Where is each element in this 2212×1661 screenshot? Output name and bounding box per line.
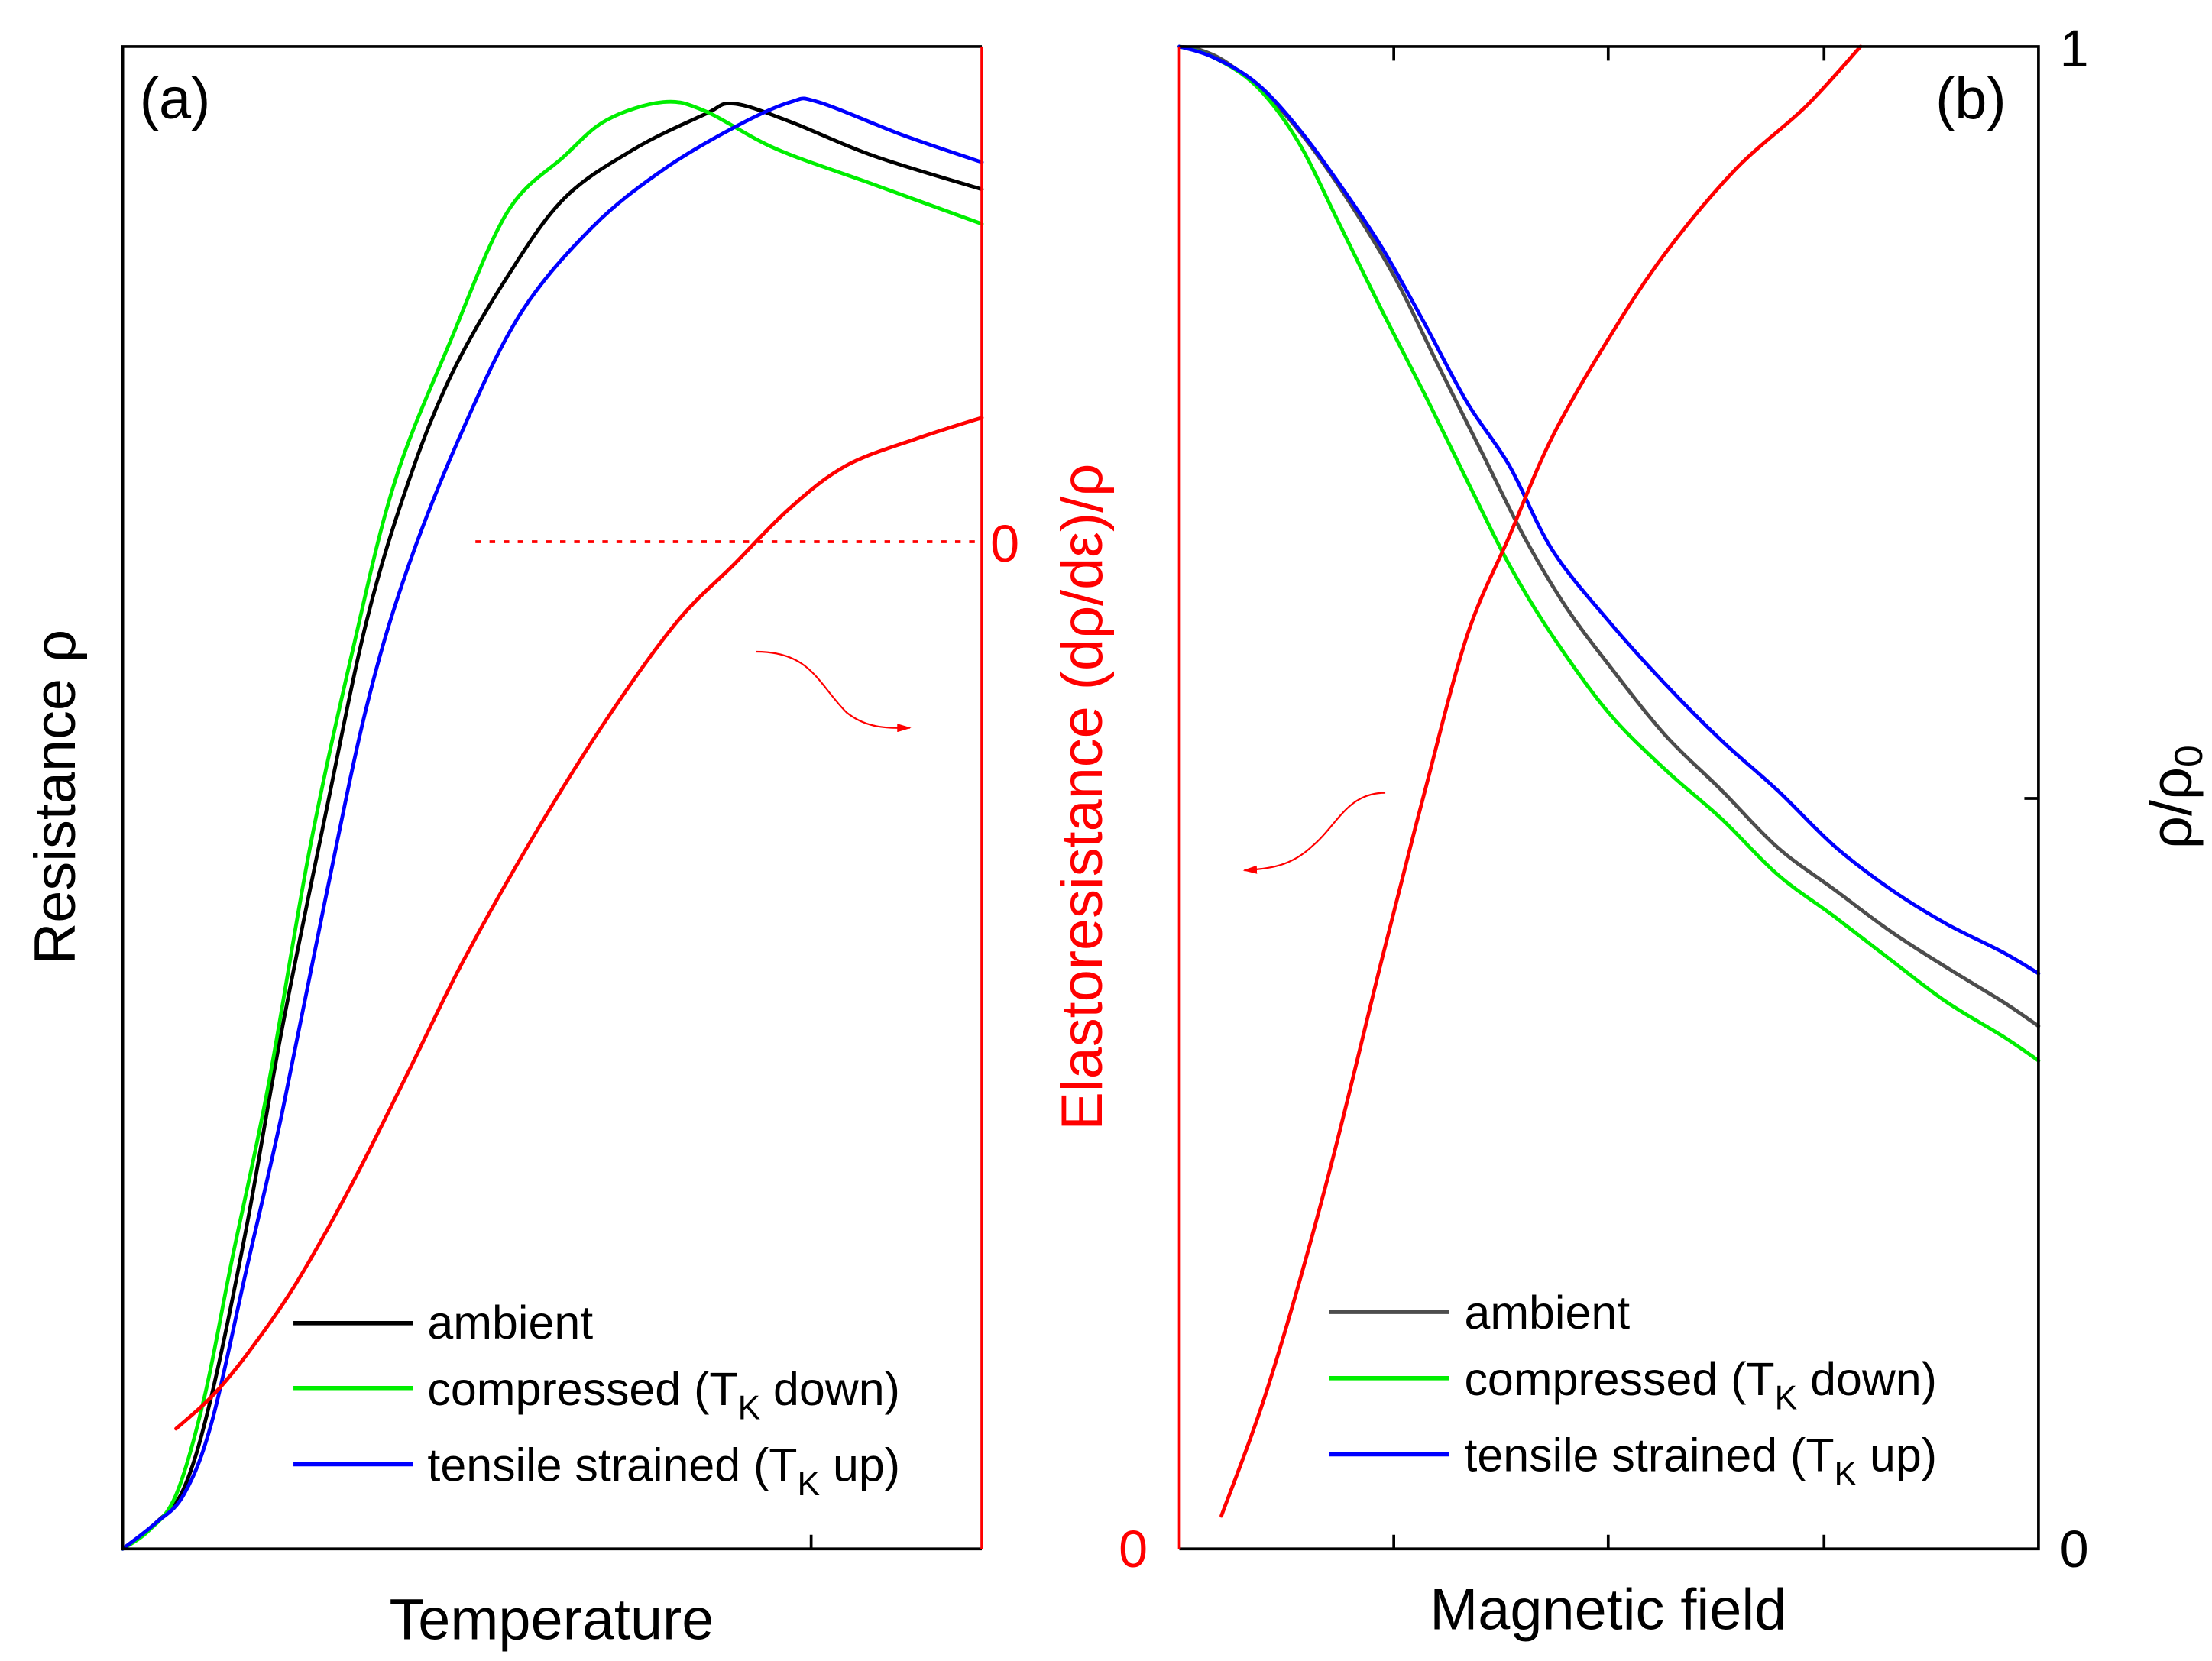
panel-b-curves <box>1177 44 2041 1518</box>
panel-a-series-compressed-line <box>121 99 984 1551</box>
panel-a-curves <box>121 96 984 1551</box>
legend-a-label-ambient: ambient <box>427 1297 593 1349</box>
panel-b-label: (b) <box>1935 66 2006 131</box>
legend-a: ambient compressed (TK down) tensile str… <box>293 1297 900 1503</box>
y2-tick-label-zero: 0 <box>1119 1520 1148 1578</box>
panel-b-series-ambient-line <box>1177 44 2041 1028</box>
legend-b-label-tensile: tensile strained (TK up) <box>1464 1429 1937 1493</box>
panel-a-series-tensile-line <box>121 96 984 1551</box>
legend-a-label-tensile: tensile strained (TK up) <box>427 1439 900 1503</box>
right-axis-arrow <box>756 650 912 733</box>
legend-text: down) <box>1797 1353 1937 1405</box>
rho-ratio-text: ρ/ρ <box>2139 767 2204 849</box>
legend-text: compressed (T <box>1464 1353 1774 1405</box>
legend-b: ambient compressed (TK down) tensile str… <box>1329 1287 1937 1493</box>
y-tick-label-one: 1 <box>2060 20 2089 78</box>
y-axis-title-rho-ratio: ρ/ρ0 <box>2139 745 2210 849</box>
panel-b-ticks <box>1392 46 2039 1549</box>
legend-subscript: K <box>738 1389 761 1426</box>
legend-text: compressed (T <box>427 1363 737 1415</box>
panel-b-series-compressed-line <box>1177 44 2041 1063</box>
legend-text: tensile strained (T <box>1464 1429 1834 1481</box>
left-axis-arrow <box>1242 792 1386 874</box>
legend-text: tensile strained (T <box>427 1439 797 1491</box>
legend-b-label-ambient: ambient <box>1464 1287 1630 1339</box>
panel-a-frame <box>121 45 983 1551</box>
legend-subscript: K <box>1835 1455 1857 1493</box>
panel-a-label: (a) <box>140 66 211 131</box>
panel-a-series-elastoresistance-line <box>174 416 984 1431</box>
legend-text: up) <box>820 1439 900 1491</box>
legend-text: up) <box>1857 1429 1937 1481</box>
legend-subscript: K <box>798 1465 821 1503</box>
y-axis-title-resistance: Resistance ρ <box>23 630 88 965</box>
legend-subscript: K <box>1775 1379 1798 1417</box>
legend-b-label-compressed: compressed (TK down) <box>1464 1353 1937 1417</box>
x-axis-title-temperature: Temperature <box>389 1587 714 1652</box>
panel-b-series-elastoresistance-line <box>1219 44 1863 1518</box>
panel-b: (b) Magnetic field ρ/ρ0 1 0 0 ambient co… <box>1119 20 2210 1643</box>
y-tick-label-zero: 0 <box>2060 1520 2089 1578</box>
y2-tick-label-zero: 0 <box>990 515 1019 573</box>
x-axis-title-magnetic-field: Magnetic field <box>1430 1577 1786 1642</box>
panel-a: (a) Temperature Resistance ρ Elastoresis… <box>23 45 1115 1652</box>
y2-axis-title-elastoresistance: Elastoresistance (dρ/dε)/ρ <box>1050 464 1115 1131</box>
legend-a-label-compressed: compressed (TK down) <box>427 1363 900 1426</box>
panel-b-series-tensile-line <box>1177 44 2041 976</box>
panel-a-series-ambient-line <box>121 102 984 1551</box>
legend-text: down) <box>760 1363 900 1415</box>
rho-ratio-subscript: 0 <box>2166 745 2210 767</box>
